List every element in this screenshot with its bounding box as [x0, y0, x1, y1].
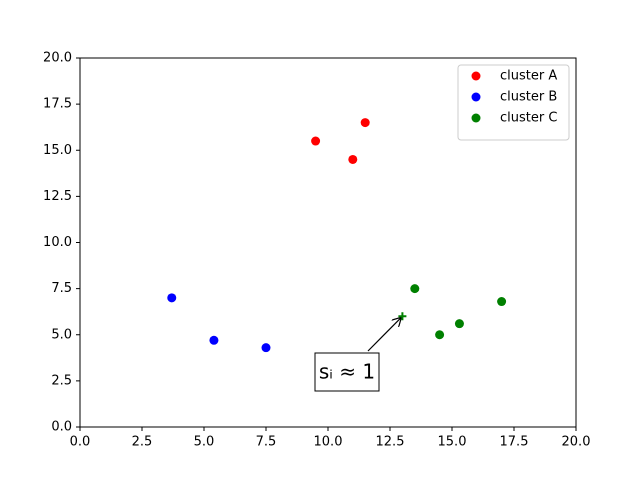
x-tick-label: 12.5: [376, 435, 405, 450]
legend-label: cluster B: [500, 90, 557, 105]
point: [435, 330, 445, 340]
point: [410, 284, 420, 294]
x-tick-label: 0.0: [70, 435, 91, 450]
point: [209, 335, 219, 345]
annotation-point: [398, 312, 407, 321]
point: [454, 319, 464, 329]
legend-label: cluster A: [500, 69, 557, 84]
point: [261, 343, 271, 353]
annotation-arrow: [367, 317, 401, 352]
x-tick-label: 15.0: [438, 435, 467, 450]
point: [167, 293, 177, 303]
y-tick-label: 7.5: [51, 281, 72, 296]
legend-label: cluster C: [500, 111, 557, 126]
y-tick-label: 5.0: [51, 327, 72, 342]
point: [360, 118, 370, 128]
legend-swatch: [471, 113, 481, 123]
y-tick-label: 15.0: [43, 143, 72, 158]
legend-swatch: [471, 92, 481, 102]
annotation: sᵢ ≈ 1: [314, 317, 401, 392]
annotation-text: sᵢ ≈ 1: [319, 360, 375, 384]
x-tick-label: 17.5: [500, 435, 529, 450]
point: [348, 154, 358, 164]
x-tick-label: 10.0: [314, 435, 343, 450]
x-tick-label: 7.5: [256, 435, 277, 450]
y-tick-label: 20.0: [43, 51, 72, 66]
legend-frame: [457, 64, 570, 141]
y-tick-label: 17.5: [43, 97, 72, 112]
legend: cluster A cluster B cluster C: [457, 64, 570, 141]
legend-swatch: [471, 71, 481, 81]
annotation-box: [314, 352, 380, 392]
x-tick-label: 2.5: [132, 435, 153, 450]
x-tick-label: 5.0: [194, 435, 215, 450]
point: [311, 136, 321, 146]
y-tick-label: 10.0: [43, 235, 72, 250]
y-tick-label: 0.0: [51, 420, 72, 435]
point: [497, 297, 507, 307]
y-tick-label: 2.5: [51, 373, 72, 388]
x-tick-label: 20.0: [562, 435, 591, 450]
y-tick-label: 12.5: [43, 189, 72, 204]
